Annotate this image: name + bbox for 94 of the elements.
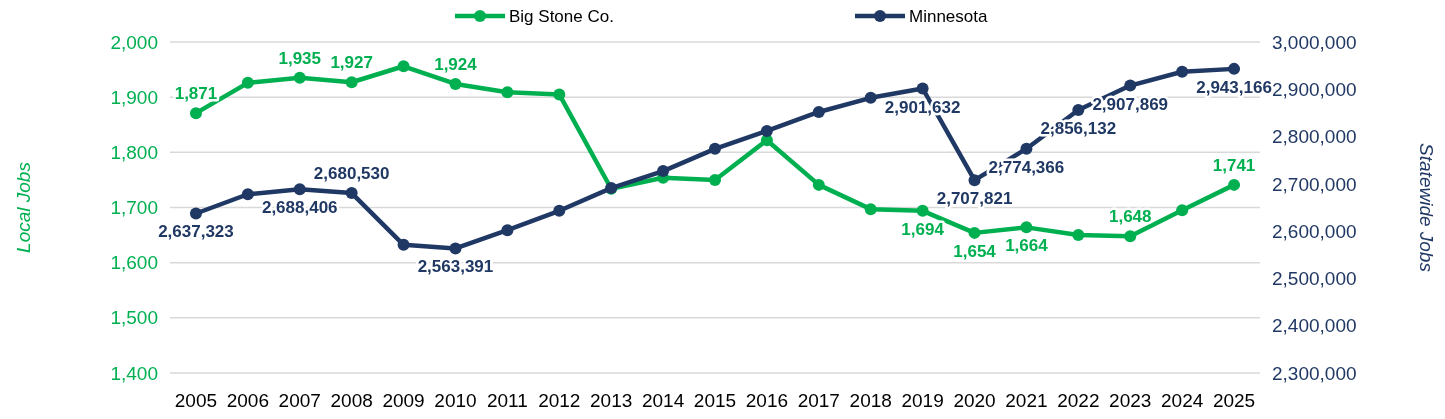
point [1124, 79, 1137, 92]
data-label: 2,907,869 [1092, 94, 1169, 114]
point [1124, 230, 1137, 243]
y-tick-label: 1,700 [110, 197, 158, 219]
x-tick-label: 2019 [901, 390, 944, 411]
y2-tick-label: 2,500,000 [1272, 268, 1357, 290]
legend-label: Big Stone Co. [509, 6, 614, 26]
y2-axis-title: Statewide Jobs [1416, 143, 1437, 273]
x-tick-label: 2012 [538, 390, 581, 411]
y-tick-label: 1,400 [110, 362, 158, 384]
y-tick-label: 1,900 [110, 86, 158, 108]
data-label: 2,637,323 [158, 222, 234, 242]
point [812, 178, 825, 191]
data-label: 2,680,530 [313, 164, 390, 184]
data-label: 2,563,391 [417, 257, 494, 277]
y2-tick-label: 2,600,000 [1272, 220, 1357, 242]
point [449, 242, 462, 255]
x-tick-label: 2006 [226, 390, 269, 411]
data-label: 1,648 [1108, 207, 1152, 227]
x-tick-label: 2017 [797, 390, 840, 411]
point [1176, 65, 1189, 78]
y-tick-label: 2,000 [110, 31, 158, 53]
point [293, 183, 306, 196]
point [397, 60, 410, 73]
point [241, 188, 254, 201]
point [241, 76, 254, 89]
point [709, 173, 721, 186]
data-label: 1,694 [901, 219, 945, 239]
point [916, 82, 929, 95]
x-tick-label: 2007 [278, 390, 321, 411]
data-label: 1,935 [278, 48, 322, 68]
point [189, 207, 202, 220]
x-tick-label: 2016 [745, 390, 789, 411]
y2-tick-label: 3,000,000 [1272, 31, 1357, 53]
point [553, 204, 566, 217]
x-tick-label: 2022 [1057, 390, 1100, 411]
point [812, 105, 825, 118]
x-tick-label: 2023 [1109, 390, 1152, 411]
y-tick-label: 1,800 [110, 141, 158, 163]
point [968, 226, 981, 239]
point [1228, 62, 1241, 75]
point [449, 77, 462, 90]
x-tick-label: 2014 [641, 390, 685, 411]
data-label: 1,927 [330, 53, 373, 73]
x-tick-label: 2020 [953, 390, 996, 411]
x-tick-label: 2013 [590, 390, 633, 411]
point [1072, 104, 1085, 117]
x-tick-label: 2018 [849, 390, 892, 411]
x-tick-label: 2010 [434, 390, 477, 411]
point [293, 71, 306, 84]
x-tick-label: 2024 [1161, 390, 1204, 411]
x-tick-label: 2009 [382, 390, 425, 411]
point [501, 86, 514, 99]
point [553, 88, 566, 101]
data-label: 1,871 [174, 84, 218, 104]
point [1020, 221, 1033, 234]
data-label: 1,664 [1005, 236, 1049, 256]
data-label: 2,707,821 [936, 189, 1013, 209]
data-label: 2,943,166 [1196, 77, 1272, 97]
point [657, 165, 670, 178]
data-label: 1,924 [434, 54, 478, 74]
point [345, 187, 358, 200]
x-tick-label: 2015 [693, 390, 737, 411]
point [864, 91, 877, 104]
y2-tick-label: 2,800,000 [1272, 126, 1357, 148]
x-tick-label: 2025 [1212, 390, 1256, 411]
data-label: 1,654 [953, 241, 997, 261]
y-tick-label: 1,600 [110, 252, 158, 274]
legend-label: Minnesota [909, 6, 988, 26]
point [189, 107, 202, 120]
point [397, 238, 410, 251]
x-tick-label: 2011 [486, 390, 528, 411]
data-label: 1,741 [1212, 155, 1256, 175]
y2-tick-label: 2,400,000 [1272, 315, 1357, 337]
y2-tick-label: 2,900,000 [1272, 78, 1357, 100]
point [1020, 142, 1033, 155]
point [968, 174, 981, 187]
y2-tick-label: 2,700,000 [1272, 173, 1357, 195]
x-tick-label: 2005 [174, 390, 218, 411]
point [501, 224, 514, 237]
point [1072, 229, 1085, 242]
point [1176, 204, 1189, 217]
point [709, 142, 721, 155]
x-tick-label: 2021 [1005, 390, 1048, 411]
point [345, 76, 358, 89]
y2-tick-label: 2,300,000 [1272, 362, 1357, 384]
y-tick-label: 1,500 [110, 307, 158, 329]
data-label: 2,688,406 [261, 198, 338, 218]
point [864, 203, 877, 216]
x-tick-label: 2008 [330, 390, 373, 411]
y-axis-title: Local Jobs [13, 161, 34, 253]
point [1228, 178, 1241, 191]
point [916, 204, 929, 217]
point [760, 124, 773, 137]
